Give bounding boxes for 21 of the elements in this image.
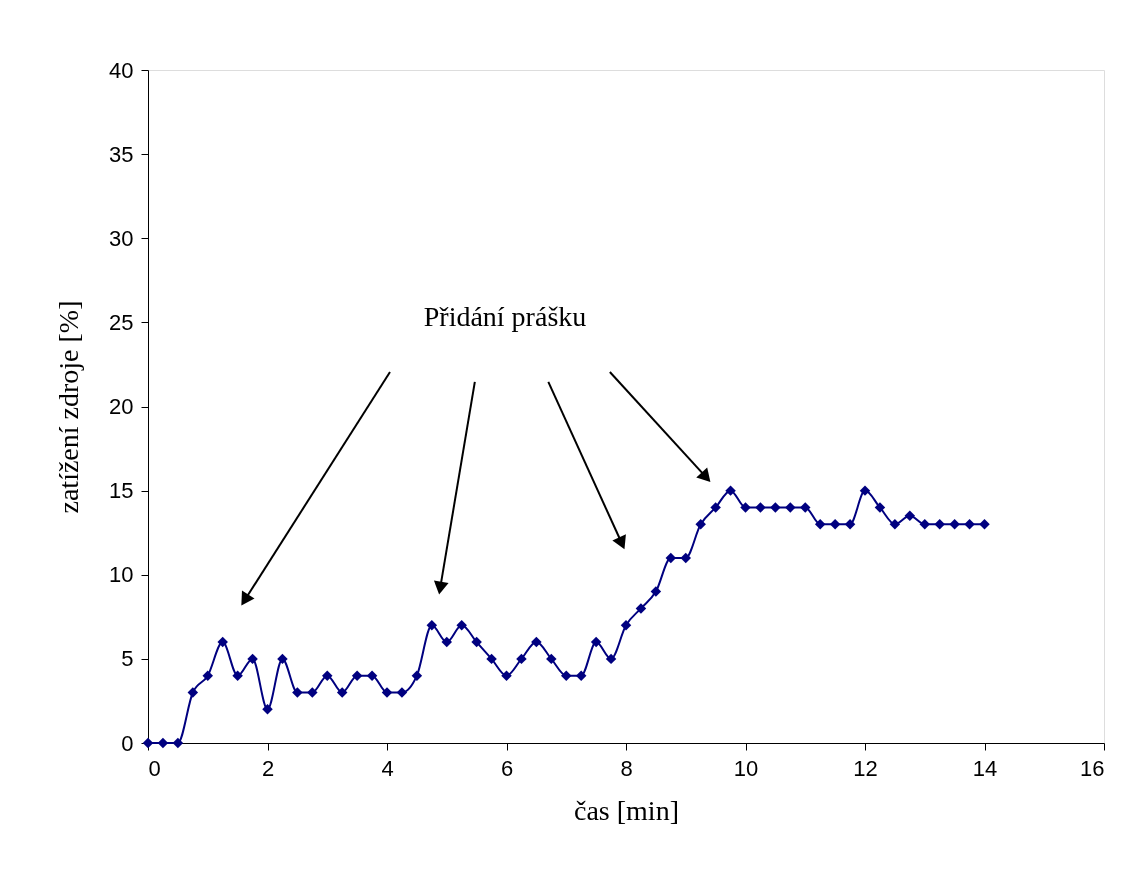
- x-tick-label: 0: [148, 755, 161, 781]
- annotation: Přidání prášku: [423, 301, 587, 332]
- x-tick-label: 12: [853, 755, 878, 781]
- y-tick-label: 30: [109, 225, 134, 251]
- x-tick-label: 14: [972, 755, 998, 781]
- x-tick-label: 4: [381, 755, 394, 781]
- y-tick-label: 15: [109, 478, 134, 504]
- x-tick-label: 16: [1080, 755, 1105, 781]
- y-tick-label: 20: [109, 394, 134, 419]
- y-tick-label: 40: [109, 57, 134, 83]
- y-tick-label: 10: [109, 562, 134, 588]
- y-tick-label: 35: [109, 141, 134, 167]
- x-axis-title: čas [min]: [574, 794, 679, 826]
- x-tick-label: 8: [620, 755, 633, 781]
- y-axis-title: zatížení zdroje [%]: [53, 300, 85, 514]
- y-tick-label: 25: [109, 309, 134, 335]
- y-tick-label: 0: [121, 730, 134, 756]
- x-tick-label: 10: [733, 755, 759, 781]
- x-tick-label: 2: [261, 755, 275, 781]
- y-tick-label: 5: [121, 646, 134, 672]
- x-tick-label: 6: [500, 755, 514, 781]
